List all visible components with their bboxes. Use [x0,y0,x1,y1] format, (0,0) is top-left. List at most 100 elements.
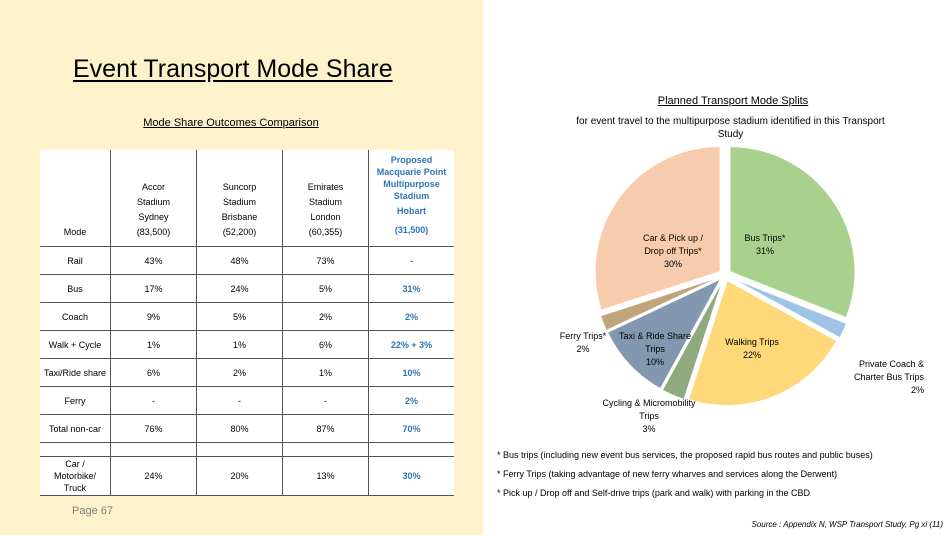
pie-slice-cycling-micromobility-trips [661,280,724,401]
slice-label-ferry-name: Ferry Trips* [560,331,607,341]
car-row-mode-line: Car / [65,459,85,469]
row-value-hobart: 2% [368,302,454,331]
slice-label-car-name: Drop off Trips* [644,246,702,256]
row-value: 1% [196,330,283,359]
row-value: - [110,386,197,415]
header-hobart-line: Stadium [393,191,430,201]
slice-label-taxi-value: 10% [646,357,664,367]
slice-label-coach-name: Charter Bus Trips [854,372,925,382]
row-mode: Walk + Cycle [40,330,111,359]
row-value: 76% [110,414,197,443]
slice-label-bus-value: 31% [756,246,774,256]
table-row-total: Total non-car 76% 80% 87% 70% [40,414,454,443]
slice-label-walking-name: Walking Trips [725,337,779,347]
header-accor-capacity: (83,500) [136,227,171,237]
header-hobart-line: Macquarie Point [376,167,447,177]
row-value: 2% [282,302,369,331]
header-accor: Accor Stadium Sydney (83,500) [110,150,197,247]
spacer-cell [110,442,197,457]
chart-subtitle: for event travel to the multipurpose sta… [576,116,885,140]
row-value: 2% [196,358,283,387]
row-value: 5% [196,302,283,331]
row-value-hobart: - [368,246,454,275]
row-value: 13% [282,456,369,496]
slice-label-walking: Walking Trips 22% [725,337,779,360]
slice-label-car-value: 30% [664,259,682,269]
row-value: 24% [196,274,283,303]
row-mode: Coach [40,302,111,331]
row-value: 24% [110,456,197,496]
spacer-cell [40,442,111,457]
row-value: 9% [110,302,197,331]
spacer-cell [196,442,283,457]
car-row-mode-line: Truck [63,483,87,493]
row-value: 1% [110,330,197,359]
row-value: 48% [196,246,283,275]
row-value: 17% [110,274,197,303]
mode-share-table: Mode Accor Stadium Sydney (83,500) Sunco… [40,150,454,496]
slice-label-ferry: Ferry Trips* 2% [560,331,607,354]
header-suncorp-capacity: (52,200) [222,227,257,237]
slice-label-walking-value: 22% [743,350,761,360]
row-value: 6% [282,330,369,359]
header-accor-line: Sydney [138,212,169,222]
header-hobart-capacity: (31,500) [394,225,429,235]
header-emirates-line: Emirates [307,182,344,192]
table-row: Bus 17% 24% 5% 31% [40,274,454,303]
table-row: Taxi/Ride share 6% 2% 1% 10% [40,358,454,387]
car-row-mode-line: Motorbike/ [53,471,97,481]
row-value: 80% [196,414,283,443]
slice-label-car: Car & Pick up / Drop off Trips* 30% [643,233,704,269]
slice-label-ferry-value: 2% [576,344,589,354]
row-value: 6% [110,358,197,387]
row-value: 43% [110,246,197,275]
footnote-ferry: * Ferry Trips (taking advantage of new f… [497,469,838,479]
slice-label-coach-value: 2% [911,385,924,395]
pie-slice-bus-trips [729,146,856,319]
slice-label-taxi-name: Taxi & Ride Share [619,331,691,341]
row-mode: Car / Motorbike/ Truck [40,456,111,496]
header-emirates-line: Stadium [308,197,343,207]
table-row: Ferry - - - 2% [40,386,454,415]
source-note: Source : Appendix N, WSP Transport Study… [751,520,943,529]
row-value-hobart: 10% [368,358,454,387]
row-mode: Bus [40,274,111,303]
header-suncorp: Suncorp Stadium Brisbane (52,200) [196,150,283,247]
row-value-hobart: 22% + 3% [368,330,454,359]
row-value-hobart: 30% [368,456,454,496]
slice-label-bus-name: Bus Trips* [744,233,786,243]
header-suncorp-line: Brisbane [221,212,258,222]
page-number: Page 67 [72,505,113,517]
row-value: 73% [282,246,369,275]
header-emirates-capacity: (60,355) [308,227,343,237]
row-mode: Taxi/Ride share [40,358,111,387]
pie-slice-walking-trips [687,279,838,407]
slice-label-cycling: Cycling & Micromobility Trips 3% [602,398,696,434]
header-hobart-line: Proposed [390,155,433,165]
header-suncorp-line: Suncorp [222,182,257,192]
spacer-cell [368,442,454,457]
row-value: - [282,386,369,415]
table-spacer-row [40,442,454,457]
slice-label-cycling-value: 3% [642,424,655,434]
row-value: 5% [282,274,369,303]
row-value-hobart: 2% [368,386,454,415]
row-value: 87% [282,414,369,443]
table-title: Mode Share Outcomes Comparison [143,117,319,129]
pie-slice-ferry-trips [599,276,720,332]
footnote-bus: * Bus trips (including new event bus ser… [497,450,873,460]
table-row: Walk + Cycle 1% 1% 6% 22% + 3% [40,330,454,359]
header-hobart-line: Hobart [397,206,426,216]
slice-label-coach: Private Coach & Charter Bus Trips 2% [854,359,925,395]
slice-label-taxi: Taxi & Ride Share Trips 10% [619,331,691,367]
header-hobart: Proposed Macquarie Point Multipurpose St… [368,150,454,247]
chart-title: Planned Transport Mode Splits [657,95,809,107]
table-row-car: Car / Motorbike/ Truck 24% 20% 13% 30% [40,456,454,496]
spacer-cell [282,442,369,457]
row-value: 1% [282,358,369,387]
row-mode: Ferry [40,386,111,415]
row-mode: Rail [40,246,111,275]
row-value: 20% [196,456,283,496]
slice-label-cycling-name: Cycling & Micromobility [602,398,696,408]
footnote-pickup: * Pick up / Drop off and Self-drive trip… [497,488,810,498]
